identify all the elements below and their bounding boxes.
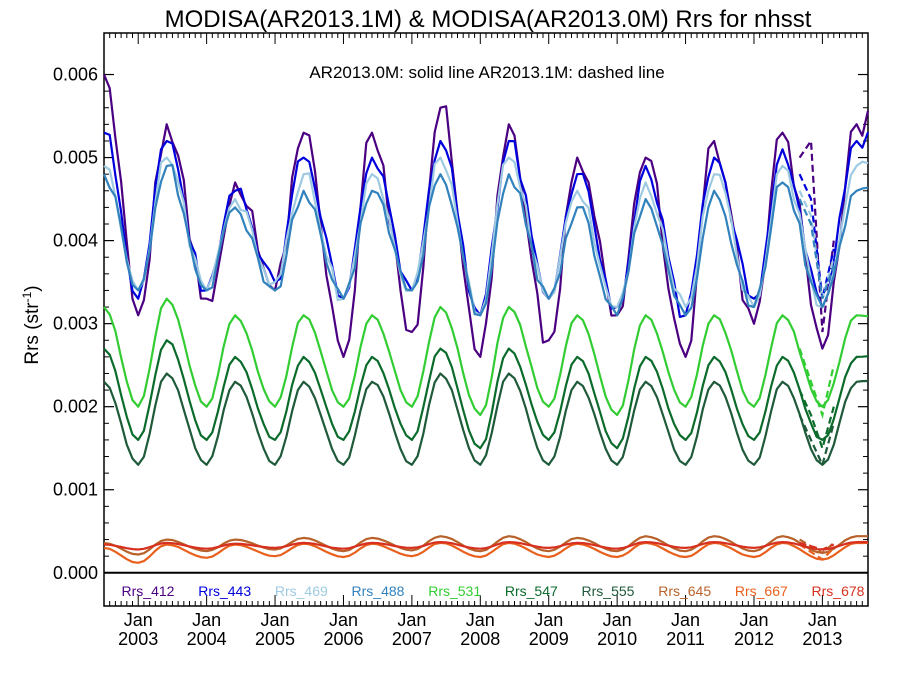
series-dashed-rrs-678 (799, 541, 835, 551)
x-tick-month-label: Jan (124, 610, 153, 630)
x-tick-month-label: Jan (671, 610, 700, 630)
y-axis-label-close: ) (22, 285, 43, 291)
series-line-rrs-488 (102, 163, 869, 317)
series-line-rrs-443 (103, 131, 870, 318)
series-line-rrs-667 (103, 541, 869, 564)
legend-label-rrs-645: Rrs_645 (658, 583, 711, 599)
y-tick-label: 0.000 (53, 563, 98, 583)
x-tick-month-label: Jan (466, 610, 495, 630)
x-tick-year-label: 2008 (460, 629, 500, 649)
series-line-rrs-469 (103, 156, 869, 317)
series-dashed-rrs-412 (798, 137, 835, 333)
x-tick-year-label: 2006 (323, 629, 363, 649)
series-lines (102, 74, 870, 564)
x-tick-year-label: 2012 (734, 629, 774, 649)
series-dashed-rrs-555 (798, 414, 835, 469)
series-line-rrs-547 (103, 339, 869, 450)
x-tick-year-label: 2004 (187, 629, 227, 649)
series-dashed-rrs-547 (798, 389, 835, 452)
legend-label-rrs-555: Rrs_555 (582, 583, 635, 599)
y-tick-label: 0.004 (53, 231, 98, 251)
x-tick-month-label: Jan (739, 610, 768, 630)
x-tick-month-label: Jan (808, 610, 837, 630)
legend-label-rrs-443: Rrs_443 (198, 583, 251, 599)
y-tick-label: 0.006 (53, 65, 98, 85)
series-dashed-rrs-488 (798, 198, 835, 300)
y-tick-label: 0.002 (53, 397, 98, 417)
y-tick-label: 0.001 (53, 480, 98, 500)
x-tick-year-label: 2003 (118, 629, 158, 649)
legend-label-rrs-667: Rrs_667 (735, 583, 788, 599)
x-tick-year-label: 2011 (666, 629, 705, 649)
series-line-rrs-412 (102, 74, 870, 358)
x-tick-month-label: Jan (534, 610, 563, 630)
x-tick-year-label: 2009 (529, 629, 569, 649)
legend-label-rrs-678: Rrs_678 (812, 583, 865, 599)
legend-label-rrs-547: Rrs_547 (505, 583, 558, 599)
x-tick-year-label: 2007 (392, 629, 432, 649)
x-tick-month-label: Jan (192, 610, 221, 630)
series-dashed-rrs-531 (798, 348, 835, 420)
x-tick-month-label: Jan (261, 610, 290, 630)
x-tick-month-label: Jan (603, 610, 632, 630)
y-axis-label-superscript: -1 (20, 291, 34, 302)
series-dashed-rrs-443 (798, 173, 835, 299)
series-dashed-rrs-645 (799, 538, 835, 555)
legend-label-rrs-488: Rrs_488 (352, 583, 405, 599)
chart-title: MODISA(AR2013.1M) & MODISA(AR2013.0M) Rr… (165, 6, 812, 33)
y-tick-label: 0.005 (53, 148, 98, 168)
y-tick-label: 0.003 (53, 314, 98, 334)
y-axis-label: Rrs (str-1) (20, 285, 43, 364)
legend-label-rrs-531: Rrs_531 (428, 583, 481, 599)
y-axis-ticks: 0.000 0.001 0.002 0.003 0.004 0.005 0.006 (53, 65, 868, 583)
legend: Rrs_412 Rrs_443 Rrs_469 Rrs_488 Rrs_531 Rrs_5… (122, 583, 865, 599)
series-line-rrs-555 (103, 372, 869, 466)
x-tick-year-label: 2010 (597, 629, 637, 649)
x-tick-year-label: 2013 (802, 629, 842, 649)
y-axis-label-text: Rrs (str (22, 302, 43, 365)
series-line-rrs-531 (103, 297, 869, 417)
x-tick-month-label: Jan (397, 610, 426, 630)
legend-label-rrs-412: Rrs_412 (122, 583, 175, 599)
x-axis-ticks: Jan2003Jan2004Jan2005Jan2006Jan2007Jan20… (103, 33, 869, 649)
x-tick-month-label: Jan (329, 610, 358, 630)
x-tick-year-label: 2005 (255, 629, 295, 649)
legend-label-rrs-469: Rrs_469 (275, 583, 328, 599)
series-line-rrs-678 (103, 540, 869, 551)
series-line-rrs-645 (103, 535, 868, 556)
line-style-annotation: AR2013.0M: solid line AR2013.1M: dashed … (309, 63, 664, 82)
series-dashed-rrs-667 (798, 543, 835, 561)
